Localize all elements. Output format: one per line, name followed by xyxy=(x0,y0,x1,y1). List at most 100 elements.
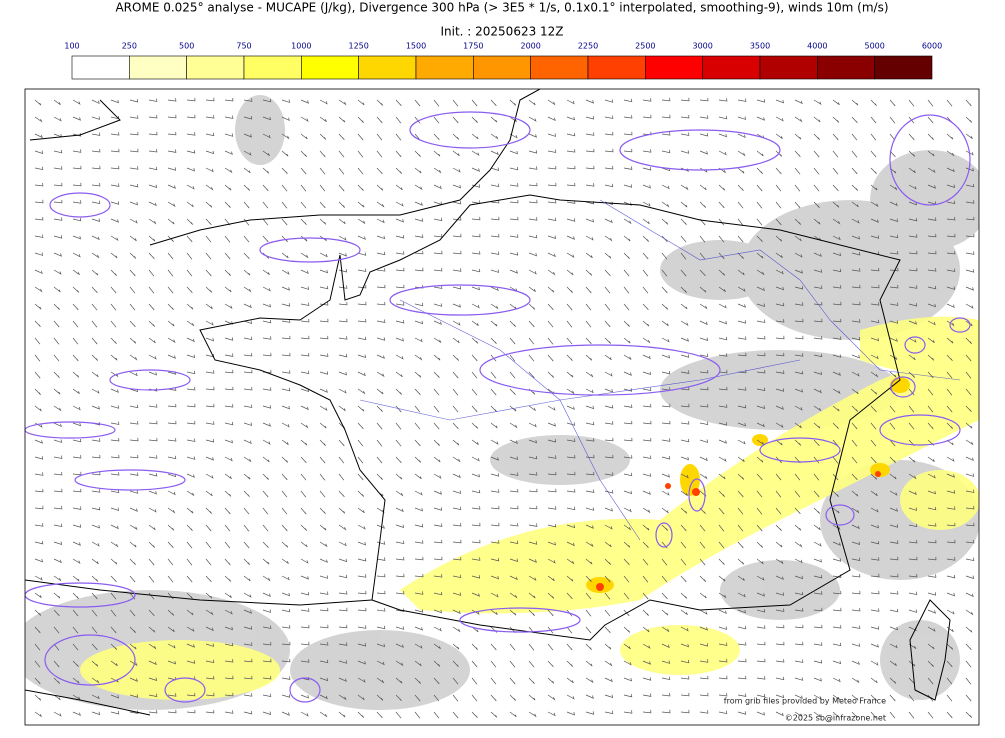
wind-barb xyxy=(167,420,177,425)
wind-barb xyxy=(452,286,462,290)
wind-barb xyxy=(585,660,593,667)
wind-barb xyxy=(395,626,405,630)
wind-barb xyxy=(205,490,213,497)
wind-barb xyxy=(832,235,841,241)
wind-barb xyxy=(642,507,651,514)
wind-barb xyxy=(775,302,785,307)
wind-barb xyxy=(376,573,386,578)
wind-barb xyxy=(414,507,424,512)
wind-barb xyxy=(243,609,252,614)
wind-barb xyxy=(186,626,195,632)
wind-barb xyxy=(699,710,709,714)
wind-barb xyxy=(718,252,725,260)
wind-barb xyxy=(623,420,633,425)
wind-barb xyxy=(148,507,157,513)
wind-barb xyxy=(889,439,896,447)
wind-barb xyxy=(452,506,462,511)
wind-barb xyxy=(870,626,880,630)
wind-barb xyxy=(566,489,576,493)
wind-barb xyxy=(908,405,915,413)
wind-barb xyxy=(528,488,538,493)
wind-barb xyxy=(737,422,747,427)
wind-barb xyxy=(851,235,861,240)
wind-barb xyxy=(452,99,459,107)
wind-barb xyxy=(927,490,936,495)
wind-barb xyxy=(927,388,934,396)
wind-barb xyxy=(604,437,614,442)
wind-barb xyxy=(965,337,972,344)
wind-barb xyxy=(775,558,784,565)
wind-barb xyxy=(186,473,195,478)
wind-barb xyxy=(167,131,177,136)
wind-barb xyxy=(433,626,442,632)
wind-barb xyxy=(395,371,403,378)
wind-barb xyxy=(148,609,155,617)
wind-barb xyxy=(699,626,708,631)
wind-barb xyxy=(205,286,213,293)
wind-barb xyxy=(471,643,478,650)
wind-barb xyxy=(832,677,841,683)
wind-barb xyxy=(737,252,744,259)
wind-barb xyxy=(338,235,347,241)
wind-barb xyxy=(832,660,842,665)
wind-barb xyxy=(661,269,668,277)
wind-barb xyxy=(72,609,79,617)
wind-barb xyxy=(680,709,690,714)
wind-barb xyxy=(604,99,614,103)
wind-barb xyxy=(243,473,251,480)
wind-barb xyxy=(642,235,649,242)
wind-barb xyxy=(908,184,917,190)
colorbar-tick-label: 5000 xyxy=(864,42,884,51)
wind-barb xyxy=(72,541,81,546)
wind-barb xyxy=(946,354,953,362)
wind-barb xyxy=(509,337,516,345)
wind-barb xyxy=(642,575,649,583)
wind-barb xyxy=(851,524,860,530)
wind-barb xyxy=(661,692,671,697)
wind-barb xyxy=(433,609,442,614)
wind-barb xyxy=(471,609,480,615)
wind-barb xyxy=(148,218,157,225)
wind-barb xyxy=(908,556,918,561)
wind-barb xyxy=(946,133,954,140)
wind-barb xyxy=(357,150,364,158)
wind-barb xyxy=(452,660,459,668)
wind-barb xyxy=(547,523,557,528)
wind-barb xyxy=(756,625,766,629)
wind-barb xyxy=(813,218,821,225)
wind-barb xyxy=(91,337,98,345)
wind-barb xyxy=(775,252,783,258)
wind-barb xyxy=(889,354,898,361)
wind-barb xyxy=(53,235,63,239)
wind-barb xyxy=(680,524,687,532)
wind-barb xyxy=(110,454,120,459)
wind-barb xyxy=(224,490,232,497)
wind-barb xyxy=(72,371,80,378)
wind-barb xyxy=(794,641,804,646)
wind-barb xyxy=(889,608,899,613)
wind-barb xyxy=(262,167,270,174)
wind-barb xyxy=(300,269,309,275)
wind-barb xyxy=(623,575,630,583)
wind-barb xyxy=(775,405,784,410)
source-credit: from grib files provided by Meteo France xyxy=(724,697,886,706)
wind-barb xyxy=(908,99,915,107)
wind-barb xyxy=(946,643,954,650)
wind-barb xyxy=(585,165,595,170)
wind-barb xyxy=(34,405,42,412)
wind-barb xyxy=(490,660,497,668)
wind-barb xyxy=(319,624,329,629)
wind-barb xyxy=(699,97,709,102)
wind-barb xyxy=(756,490,763,498)
wind-barb xyxy=(547,711,556,717)
wind-barb xyxy=(775,167,782,175)
wind-barb xyxy=(224,524,231,532)
wind-barb xyxy=(395,405,402,413)
wind-barb xyxy=(718,320,728,325)
wind-barb xyxy=(509,199,519,204)
wind-barb xyxy=(205,115,215,119)
wind-barb xyxy=(433,250,443,255)
wind-barb xyxy=(604,592,611,600)
wind-barb xyxy=(585,269,593,276)
